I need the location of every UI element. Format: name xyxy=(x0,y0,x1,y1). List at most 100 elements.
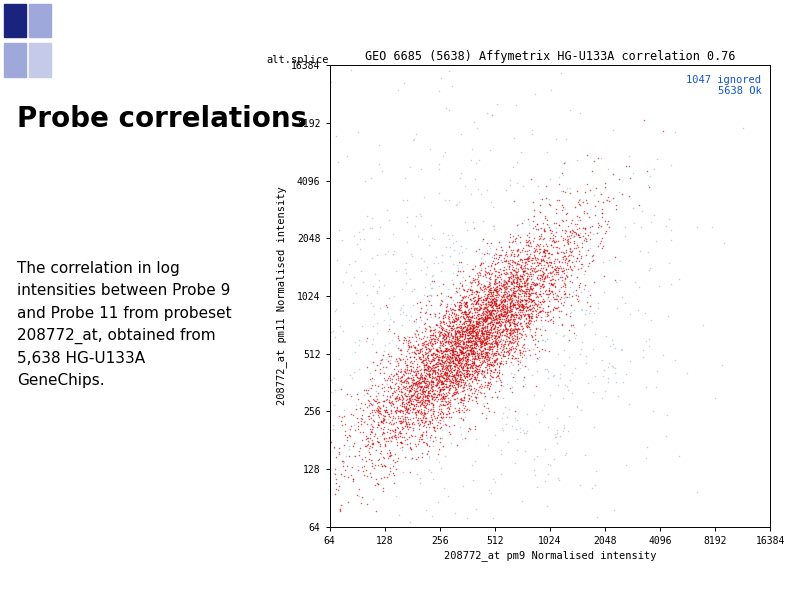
Point xyxy=(423,330,436,340)
Point xyxy=(528,280,541,289)
Point xyxy=(458,359,471,368)
Point xyxy=(470,346,483,356)
Point xyxy=(505,278,518,288)
Point xyxy=(421,392,434,402)
Point xyxy=(461,317,474,326)
Point xyxy=(403,387,416,397)
Point xyxy=(419,318,432,328)
Point xyxy=(488,324,500,333)
Point xyxy=(443,377,456,386)
Point xyxy=(437,359,450,368)
Point xyxy=(473,340,486,349)
Point xyxy=(499,256,511,265)
Point xyxy=(437,341,449,350)
Point xyxy=(483,306,495,315)
Point xyxy=(494,330,507,340)
Point xyxy=(538,213,551,223)
Point xyxy=(530,309,542,319)
Point xyxy=(430,371,443,381)
Point xyxy=(483,287,495,297)
Point xyxy=(542,316,555,325)
Point xyxy=(449,346,462,356)
Point xyxy=(525,294,538,303)
Point xyxy=(380,396,392,405)
Point xyxy=(498,285,511,295)
Point xyxy=(441,362,454,371)
Point xyxy=(499,287,511,296)
Point xyxy=(453,407,465,416)
Point xyxy=(572,199,585,209)
Point xyxy=(488,311,501,321)
Point xyxy=(400,376,413,386)
Point xyxy=(498,309,511,319)
Point xyxy=(432,498,445,508)
Point xyxy=(407,405,419,414)
Point xyxy=(484,352,497,362)
Point xyxy=(504,306,517,316)
Point xyxy=(474,335,487,345)
Point xyxy=(580,292,593,302)
Point xyxy=(526,253,539,263)
Point xyxy=(593,238,606,248)
Point xyxy=(546,233,559,243)
Point xyxy=(205,499,218,508)
Point xyxy=(472,291,485,300)
Point xyxy=(426,378,439,387)
Point xyxy=(501,412,514,422)
Point xyxy=(541,273,553,282)
Point xyxy=(422,395,434,405)
Point xyxy=(450,341,463,350)
Point xyxy=(459,332,472,342)
Point xyxy=(478,355,491,365)
Point xyxy=(435,422,448,431)
Point xyxy=(495,311,507,320)
Point xyxy=(466,217,479,227)
Point xyxy=(444,360,457,369)
Point xyxy=(446,346,459,356)
Point xyxy=(408,348,421,358)
Point xyxy=(433,347,445,357)
Point xyxy=(496,327,509,337)
Point xyxy=(473,287,486,297)
Point xyxy=(404,439,417,448)
Point xyxy=(499,315,512,324)
Point xyxy=(571,211,584,220)
Point xyxy=(432,346,445,355)
Point xyxy=(497,318,510,327)
Point xyxy=(427,373,440,383)
Point xyxy=(575,250,588,260)
Point xyxy=(565,270,577,280)
Point xyxy=(336,235,349,245)
Point xyxy=(526,303,539,312)
Point xyxy=(532,265,545,274)
Point xyxy=(431,421,444,430)
Point xyxy=(507,278,520,288)
Point xyxy=(525,298,538,307)
Point xyxy=(502,295,515,304)
Point xyxy=(424,362,437,372)
Point xyxy=(464,323,476,333)
Point xyxy=(548,429,561,439)
Point xyxy=(434,386,446,396)
Point xyxy=(472,375,485,384)
Point xyxy=(416,428,429,437)
Point xyxy=(475,189,488,199)
Point xyxy=(538,256,550,266)
Point xyxy=(524,318,537,328)
Point xyxy=(519,318,532,328)
Point xyxy=(519,277,532,287)
Point xyxy=(310,214,323,224)
Point xyxy=(449,362,461,371)
Point xyxy=(505,332,518,342)
Point xyxy=(459,353,472,362)
Point xyxy=(514,276,526,286)
Point xyxy=(479,377,491,387)
Point xyxy=(521,255,534,264)
Point xyxy=(418,420,431,430)
Point xyxy=(464,386,476,395)
Point xyxy=(549,264,561,274)
Point xyxy=(446,345,459,354)
Point xyxy=(539,193,552,203)
Point xyxy=(472,317,485,327)
Point xyxy=(378,396,391,406)
